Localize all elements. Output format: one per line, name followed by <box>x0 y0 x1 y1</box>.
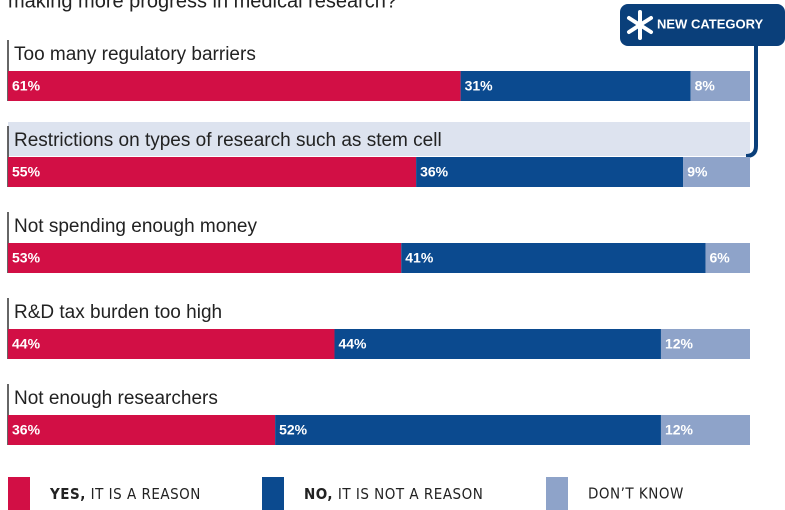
badge <box>620 4 785 46</box>
bar-segment <box>401 243 706 273</box>
category-label: R&D tax burden too high <box>14 302 222 323</box>
bar-segment <box>660 329 750 359</box>
highlight-band <box>8 122 750 156</box>
value-label: 12% <box>665 422 694 438</box>
bar-segment <box>660 415 750 445</box>
bar-segment <box>416 157 684 187</box>
value-label: 9% <box>687 164 708 180</box>
badge-label: NEW CATEGORY <box>657 16 763 31</box>
legend-label-rest: IT IS A REASON <box>86 485 201 503</box>
legend-swatch <box>8 477 30 510</box>
category-label: Not spending enough money <box>14 216 257 237</box>
bar-segment <box>460 71 691 101</box>
value-label: 53% <box>12 250 41 266</box>
value-label: 8% <box>695 78 716 94</box>
connector <box>745 40 758 158</box>
bar-segment <box>690 71 750 101</box>
legend-label: NO, IT IS NOT A REASON <box>304 485 483 503</box>
value-label: 44% <box>12 336 41 352</box>
bar-segment <box>8 415 276 445</box>
category-label: Restrictions on types of research such a… <box>14 130 442 151</box>
legend-label: DON’T KNOW <box>588 485 684 503</box>
category-label: Not enough researchers <box>14 388 218 409</box>
bar-segment <box>683 157 750 187</box>
bar-segment <box>8 157 417 187</box>
bar-segment <box>8 243 402 273</box>
value-label: 55% <box>12 164 41 180</box>
value-label: 36% <box>12 422 41 438</box>
bar-segment <box>8 329 335 359</box>
legend-label-rest: IT IS NOT A REASON <box>333 485 483 503</box>
category-label: Too many regulatory barriers <box>14 44 256 65</box>
legend-swatch <box>546 477 568 510</box>
bar-segment <box>705 243 750 273</box>
legend-label: YES, IT IS A REASON <box>49 485 201 503</box>
value-label: 61% <box>12 78 41 94</box>
value-label: 44% <box>338 336 367 352</box>
value-label: 36% <box>420 164 449 180</box>
value-label: 41% <box>405 250 434 266</box>
value-label: 52% <box>279 422 308 438</box>
bar-segment <box>334 329 661 359</box>
chart-title: making more progress in medical research… <box>8 0 397 12</box>
legend-label-bold: YES, <box>49 485 86 503</box>
legend-swatch <box>262 477 284 510</box>
legend-label-bold: NO, <box>304 485 333 503</box>
value-label: 6% <box>709 250 730 266</box>
bar-segment <box>275 415 661 445</box>
value-label: 12% <box>665 336 694 352</box>
asterisk-icon <box>627 10 653 40</box>
value-label: 31% <box>465 78 494 94</box>
bar-segment <box>8 71 461 101</box>
